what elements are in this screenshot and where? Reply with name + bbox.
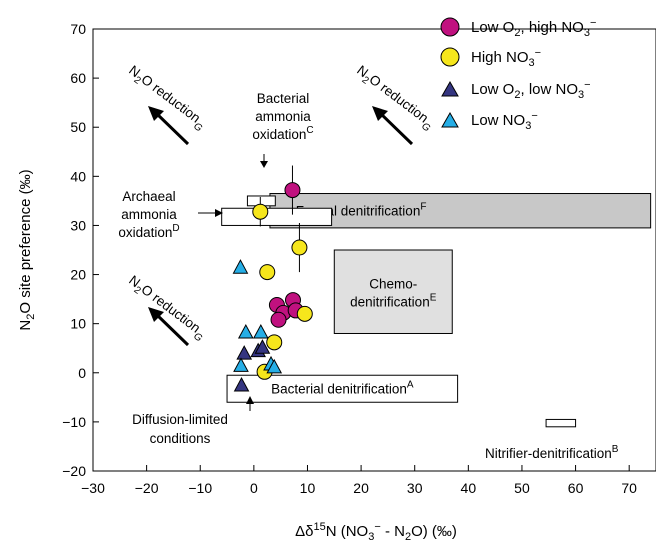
legend-marker-3 <box>441 111 459 128</box>
archaeal-label-1: Archaeal <box>122 189 175 204</box>
plot-frame <box>92 28 656 472</box>
y-tick-label: 50 <box>70 119 86 135</box>
bacterial-ammonia-arrowhead <box>260 161 268 168</box>
data-point-s1-4 <box>296 305 313 322</box>
region-label-2: Bacterial denitrificationA <box>271 380 414 397</box>
diffusion-label-2: conditions <box>150 431 211 446</box>
region-label-1: Chemo- <box>369 277 417 292</box>
axes <box>92 28 656 472</box>
x-tick-label: 0 <box>250 480 258 496</box>
y-tick-label: 70 <box>70 21 86 37</box>
data-point-s1-0 <box>252 203 269 220</box>
region-box-5 <box>545 418 577 428</box>
legend-label-0: Low O2, high NO3− <box>471 17 596 39</box>
x-tick-label: −10 <box>188 480 212 496</box>
legend-marker-1 <box>440 47 460 67</box>
x-tick-label: −20 <box>135 480 159 496</box>
y-tick-label: −10 <box>62 414 86 430</box>
data-point-s0-4 <box>270 311 287 328</box>
x-tick-label: 40 <box>461 480 477 496</box>
n2o-reduction-arrowhead-1 <box>148 106 164 121</box>
nitrifier-label: Nitrifier-denitrificationB <box>485 444 619 461</box>
bacterial-ammonia-label-3: oxidationC <box>252 125 313 142</box>
data-point-s0-0 <box>284 182 301 199</box>
x-tick-label: 10 <box>300 480 316 496</box>
data-point-s1-1 <box>291 239 308 256</box>
region-box-0 <box>269 193 652 229</box>
x-tick-label: 50 <box>514 480 530 496</box>
data-point-s1-3 <box>266 334 283 351</box>
legend-marker-0 <box>440 17 460 37</box>
archaeal-label-3: oxidationD <box>118 223 179 240</box>
diffusion-arrowhead <box>246 396 254 404</box>
n2o-reduction-3: N2O reductionG <box>123 272 209 347</box>
n2o-reduction-1: N2O reductionG <box>126 62 204 146</box>
data-point-s2-0 <box>236 345 253 360</box>
n2o-reduction-arrow-1 <box>154 111 190 146</box>
diffusion-label-1: Diffusion-limited <box>132 412 228 427</box>
bacterial-ammonia-label-2: ammonia <box>255 109 311 124</box>
y-tick-label: −20 <box>62 463 86 479</box>
x-tick-label: 20 <box>353 480 369 496</box>
data-point-s1-2 <box>259 264 276 281</box>
n2o-reduction-label-2: N2O reductionG <box>351 62 437 134</box>
legend: Low O2, high NO3− High NO3− Low O2, low … <box>440 17 596 132</box>
legend-label-2: Low O2, low NO3− <box>471 79 591 101</box>
x-axis-ticks: −30 −20 −10 0 10 20 30 40 50 60 70 <box>81 465 637 496</box>
n2o-reduction-label-3: N2O reductionG <box>123 272 209 344</box>
y-axis-ticks: −20 −10 0 10 20 30 40 50 60 70 <box>62 21 99 479</box>
x-tick-label: 30 <box>407 480 423 496</box>
y-tick-label: 0 <box>78 365 86 381</box>
n2o-reduction-arrowhead-2 <box>372 106 388 121</box>
y-tick-label: 30 <box>70 217 86 233</box>
archaeal-arrowhead <box>215 209 223 217</box>
data-point-s3-5 <box>233 357 249 372</box>
x-tick-label: 60 <box>568 480 584 496</box>
x-tick-label: 70 <box>621 480 637 496</box>
n2o-reduction-2: N2O reductionG <box>351 62 437 146</box>
n2o-reduction-arrow-2 <box>378 111 414 146</box>
y-axis-label: N2O site preference (‰) <box>17 169 37 330</box>
process-regions: Fungal denitrificationFChemo-denitrifica… <box>221 193 652 428</box>
data-points <box>232 165 313 392</box>
n2o-reduction-arrowhead-3 <box>148 307 164 322</box>
region-label-1-line2: denitrificationE <box>350 293 437 310</box>
n2o-reduction-arrow-3 <box>154 312 190 347</box>
archaeal-label-2: ammonia <box>121 207 177 222</box>
data-point-s3-2 <box>252 323 269 339</box>
y-tick-label: 10 <box>70 316 86 332</box>
y-tick-label: 60 <box>70 70 86 86</box>
region-box-1 <box>333 249 453 334</box>
region-box-3 <box>221 207 333 226</box>
legend-marker-2 <box>441 80 459 97</box>
x-tick-label: −30 <box>81 480 105 496</box>
bacterial-ammonia-label-1: Bacterial <box>257 91 310 106</box>
data-point-s2-2 <box>254 339 271 354</box>
y-tick-label: 40 <box>70 168 86 184</box>
data-point-s3-4 <box>266 358 283 374</box>
x-axis-label: Δδ15N (NO3− - N2O) (‰) <box>295 521 457 543</box>
legend-label-3: Low NO3− <box>471 110 538 132</box>
data-point-s3-1 <box>237 323 254 339</box>
y-tick-label: 20 <box>70 267 86 283</box>
data-point-s3-0 <box>232 259 249 274</box>
annotation-arrows <box>198 154 268 411</box>
data-point-s2-3 <box>233 377 250 392</box>
legend-label-1: High NO3− <box>471 47 541 69</box>
